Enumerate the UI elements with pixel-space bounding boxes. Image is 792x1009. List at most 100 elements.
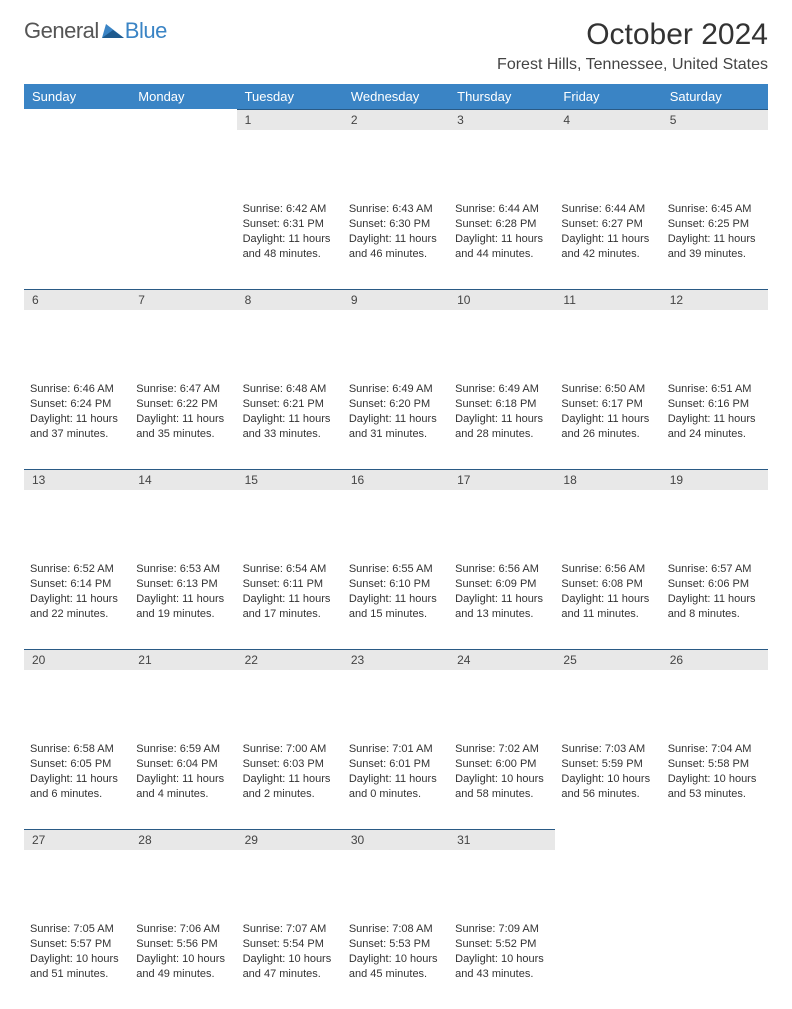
day-text-cell: Sunrise: 7:07 AM Sunset: 5:54 PM Dayligh… bbox=[237, 919, 343, 1009]
day-number bbox=[130, 109, 236, 115]
day-number-cell: 13 bbox=[24, 469, 130, 559]
day-text-cell: Sunrise: 6:58 AM Sunset: 6:05 PM Dayligh… bbox=[24, 739, 130, 829]
day-number-cell: 5 bbox=[662, 109, 768, 199]
day-text: Sunrise: 6:55 AM Sunset: 6:10 PM Dayligh… bbox=[343, 559, 449, 629]
day-text: Sunrise: 6:53 AM Sunset: 6:13 PM Dayligh… bbox=[130, 559, 236, 629]
day-header: Wednesday bbox=[343, 84, 449, 109]
day-text-cell: Sunrise: 7:09 AM Sunset: 5:52 PM Dayligh… bbox=[449, 919, 555, 1009]
day-number: 11 bbox=[555, 289, 661, 310]
day-text-cell: Sunrise: 7:05 AM Sunset: 5:57 PM Dayligh… bbox=[24, 919, 130, 1009]
day-number: 28 bbox=[130, 829, 236, 850]
day-text: Sunrise: 7:05 AM Sunset: 5:57 PM Dayligh… bbox=[24, 919, 130, 989]
day-number-cell: 28 bbox=[130, 829, 236, 919]
day-number-cell: 26 bbox=[662, 649, 768, 739]
day-text: Sunrise: 6:44 AM Sunset: 6:27 PM Dayligh… bbox=[555, 199, 661, 269]
day-number: 14 bbox=[130, 469, 236, 490]
day-number-cell: 15 bbox=[237, 469, 343, 559]
day-number: 5 bbox=[662, 109, 768, 130]
day-text: Sunrise: 6:59 AM Sunset: 6:04 PM Dayligh… bbox=[130, 739, 236, 809]
day-text-cell bbox=[555, 919, 661, 1009]
day-number: 2 bbox=[343, 109, 449, 130]
day-header: Monday bbox=[130, 84, 236, 109]
day-text: Sunrise: 6:43 AM Sunset: 6:30 PM Dayligh… bbox=[343, 199, 449, 269]
header: General Blue October 2024 Forest Hills, … bbox=[24, 18, 768, 74]
location: Forest Hills, Tennessee, United States bbox=[497, 56, 768, 74]
day-number-cell: 1 bbox=[237, 109, 343, 199]
day-text: Sunrise: 6:51 AM Sunset: 6:16 PM Dayligh… bbox=[662, 379, 768, 449]
day-text-cell: Sunrise: 6:43 AM Sunset: 6:30 PM Dayligh… bbox=[343, 199, 449, 289]
week-number-row: 13141516171819 bbox=[24, 469, 768, 559]
logo-icon bbox=[102, 18, 124, 44]
day-text-cell: Sunrise: 6:51 AM Sunset: 6:16 PM Dayligh… bbox=[662, 379, 768, 469]
week-text-row: Sunrise: 6:58 AM Sunset: 6:05 PM Dayligh… bbox=[24, 739, 768, 829]
day-text: Sunrise: 6:48 AM Sunset: 6:21 PM Dayligh… bbox=[237, 379, 343, 449]
day-header: Tuesday bbox=[237, 84, 343, 109]
day-text-cell: Sunrise: 6:52 AM Sunset: 6:14 PM Dayligh… bbox=[24, 559, 130, 649]
day-text-cell bbox=[130, 199, 236, 289]
logo-text-general: General bbox=[24, 18, 99, 44]
day-number: 18 bbox=[555, 469, 661, 490]
day-number: 20 bbox=[24, 649, 130, 670]
day-number-cell: 24 bbox=[449, 649, 555, 739]
day-text-cell: Sunrise: 7:03 AM Sunset: 5:59 PM Dayligh… bbox=[555, 739, 661, 829]
day-number bbox=[662, 829, 768, 835]
day-text-cell: Sunrise: 6:56 AM Sunset: 6:08 PM Dayligh… bbox=[555, 559, 661, 649]
day-number-cell: 19 bbox=[662, 469, 768, 559]
day-text-cell: Sunrise: 6:50 AM Sunset: 6:17 PM Dayligh… bbox=[555, 379, 661, 469]
logo-text-blue: Blue bbox=[125, 18, 167, 44]
day-number: 7 bbox=[130, 289, 236, 310]
day-text-cell: Sunrise: 6:44 AM Sunset: 6:28 PM Dayligh… bbox=[449, 199, 555, 289]
day-number: 8 bbox=[237, 289, 343, 310]
day-number-cell: 14 bbox=[130, 469, 236, 559]
calendar-table: SundayMondayTuesdayWednesdayThursdayFrid… bbox=[24, 84, 768, 1009]
day-text-cell: Sunrise: 6:55 AM Sunset: 6:10 PM Dayligh… bbox=[343, 559, 449, 649]
day-text-cell: Sunrise: 6:44 AM Sunset: 6:27 PM Dayligh… bbox=[555, 199, 661, 289]
day-number: 24 bbox=[449, 649, 555, 670]
day-number-cell bbox=[24, 109, 130, 199]
day-text bbox=[662, 919, 768, 930]
day-number: 3 bbox=[449, 109, 555, 130]
day-text bbox=[555, 919, 661, 930]
day-number: 23 bbox=[343, 649, 449, 670]
day-text bbox=[24, 199, 130, 210]
day-number: 12 bbox=[662, 289, 768, 310]
day-number: 21 bbox=[130, 649, 236, 670]
day-number-cell: 3 bbox=[449, 109, 555, 199]
week-number-row: 2728293031 bbox=[24, 829, 768, 919]
day-text: Sunrise: 7:02 AM Sunset: 6:00 PM Dayligh… bbox=[449, 739, 555, 809]
day-number-cell: 8 bbox=[237, 289, 343, 379]
title-block: October 2024 Forest Hills, Tennessee, Un… bbox=[497, 18, 768, 74]
day-text-cell: Sunrise: 6:56 AM Sunset: 6:09 PM Dayligh… bbox=[449, 559, 555, 649]
day-text-cell: Sunrise: 7:04 AM Sunset: 5:58 PM Dayligh… bbox=[662, 739, 768, 829]
day-number: 13 bbox=[24, 469, 130, 490]
day-text: Sunrise: 7:09 AM Sunset: 5:52 PM Dayligh… bbox=[449, 919, 555, 989]
day-number-cell: 22 bbox=[237, 649, 343, 739]
day-number: 10 bbox=[449, 289, 555, 310]
day-number-cell: 21 bbox=[130, 649, 236, 739]
day-number: 19 bbox=[662, 469, 768, 490]
day-number-cell: 11 bbox=[555, 289, 661, 379]
week-text-row: Sunrise: 6:46 AM Sunset: 6:24 PM Dayligh… bbox=[24, 379, 768, 469]
month-title: October 2024 bbox=[497, 18, 768, 52]
day-text: Sunrise: 6:45 AM Sunset: 6:25 PM Dayligh… bbox=[662, 199, 768, 269]
day-text: Sunrise: 6:50 AM Sunset: 6:17 PM Dayligh… bbox=[555, 379, 661, 449]
day-number-cell: 10 bbox=[449, 289, 555, 379]
day-text: Sunrise: 6:52 AM Sunset: 6:14 PM Dayligh… bbox=[24, 559, 130, 629]
day-text: Sunrise: 6:42 AM Sunset: 6:31 PM Dayligh… bbox=[237, 199, 343, 269]
day-text-cell: Sunrise: 6:46 AM Sunset: 6:24 PM Dayligh… bbox=[24, 379, 130, 469]
day-header-row: SundayMondayTuesdayWednesdayThursdayFrid… bbox=[24, 84, 768, 109]
day-text-cell: Sunrise: 7:08 AM Sunset: 5:53 PM Dayligh… bbox=[343, 919, 449, 1009]
day-number: 25 bbox=[555, 649, 661, 670]
day-number bbox=[24, 109, 130, 115]
day-text-cell: Sunrise: 7:00 AM Sunset: 6:03 PM Dayligh… bbox=[237, 739, 343, 829]
day-text: Sunrise: 6:49 AM Sunset: 6:20 PM Dayligh… bbox=[343, 379, 449, 449]
day-number bbox=[555, 829, 661, 835]
week-number-row: 12345 bbox=[24, 109, 768, 199]
day-text-cell: Sunrise: 6:45 AM Sunset: 6:25 PM Dayligh… bbox=[662, 199, 768, 289]
day-text-cell: Sunrise: 7:01 AM Sunset: 6:01 PM Dayligh… bbox=[343, 739, 449, 829]
day-number-cell bbox=[555, 829, 661, 919]
day-number-cell bbox=[662, 829, 768, 919]
week-number-row: 6789101112 bbox=[24, 289, 768, 379]
day-number-cell: 2 bbox=[343, 109, 449, 199]
day-text-cell: Sunrise: 6:53 AM Sunset: 6:13 PM Dayligh… bbox=[130, 559, 236, 649]
